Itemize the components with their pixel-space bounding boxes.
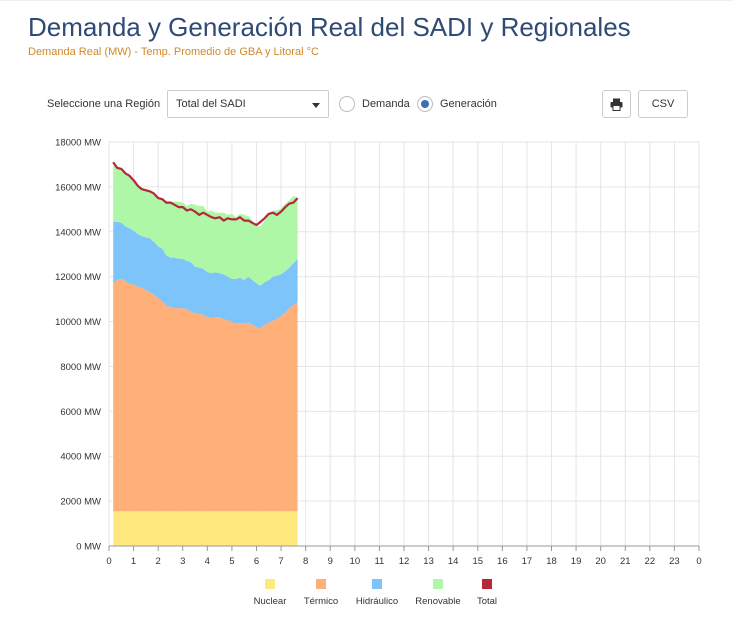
generation-chart: 0 MW 2000 MW 4000 MW 6000 MW 8000 MW 10000 MW… xyxy=(55,138,702,608)
y-tick-label: 18000 MW xyxy=(55,138,101,149)
x-tick-label: 12 xyxy=(399,556,410,567)
printer-icon xyxy=(610,98,623,111)
y-tick-label: 0 MW xyxy=(76,542,101,553)
y-tick-label: 8000 MW xyxy=(60,362,101,373)
x-tick-label: 5 xyxy=(229,556,234,567)
legend-swatch xyxy=(265,579,275,589)
legend-swatch xyxy=(433,579,443,589)
x-tick-label: 15 xyxy=(472,556,483,567)
chevron-down-icon xyxy=(312,103,320,108)
legend-swatch xyxy=(482,579,492,589)
area-hidrulico xyxy=(113,221,298,329)
y-tick-label: 14000 MW xyxy=(55,227,101,238)
x-tick-label: 6 xyxy=(254,556,259,567)
x-tick-label: 14 xyxy=(448,556,459,567)
x-tick-label: 20 xyxy=(595,556,606,567)
x-tick-label: 23 xyxy=(669,556,680,567)
x-tick-label: 4 xyxy=(205,556,210,567)
x-tick-label: 11 xyxy=(374,556,384,567)
x-tick-label: 0 xyxy=(696,556,701,567)
legend-swatch xyxy=(316,579,326,589)
area-renovable xyxy=(113,165,298,286)
x-tick-label: 8 xyxy=(303,556,308,567)
y-tick-label: 12000 MW xyxy=(55,272,101,283)
y-tick-label: 4000 MW xyxy=(60,452,101,463)
radio-generacion-label[interactable]: Generación xyxy=(440,98,497,110)
x-tick-label: 19 xyxy=(571,556,582,567)
page-title: Demanda y Generación Real del SADI y Reg… xyxy=(28,12,631,42)
x-tick-label: 21 xyxy=(620,556,631,567)
x-tick-label: 22 xyxy=(645,556,656,567)
x-tick-label: 9 xyxy=(328,556,333,567)
legend-label: Total xyxy=(477,596,497,607)
x-tick-label: 2 xyxy=(156,556,161,567)
top-divider xyxy=(0,0,733,1)
region-select-label: Seleccione una Región xyxy=(47,98,161,110)
y-tick-label: 6000 MW xyxy=(60,407,101,418)
radio-demanda[interactable] xyxy=(339,96,355,112)
x-tick-label: 1 xyxy=(131,556,136,567)
legend-label: Térmico xyxy=(304,596,338,607)
legend-label: Nuclear xyxy=(254,596,287,607)
csv-button[interactable]: CSV xyxy=(638,90,688,118)
x-tick-label: 18 xyxy=(546,556,557,567)
x-tick-label: 16 xyxy=(497,556,508,567)
x-tick-label: 0 xyxy=(106,556,111,567)
x-tick-label: 10 xyxy=(350,556,361,567)
legend-label: Hidráulico xyxy=(356,596,398,607)
x-tick-label: 13 xyxy=(423,556,434,567)
y-tick-label: 2000 MW xyxy=(60,497,101,508)
radio-generacion[interactable] xyxy=(417,96,433,112)
legend-swatch xyxy=(372,579,382,589)
legend-label: Renovable xyxy=(415,596,460,607)
print-button[interactable] xyxy=(602,90,631,118)
x-tick-label: 3 xyxy=(180,556,185,567)
radio-demanda-label[interactable]: Demanda xyxy=(362,98,410,110)
y-tick-label: 10000 MW xyxy=(55,317,101,328)
x-tick-label: 17 xyxy=(522,556,533,567)
region-select[interactable]: Total del SADI xyxy=(167,90,329,118)
series-line-total xyxy=(112,161,299,227)
y-tick-label: 16000 MW xyxy=(55,182,101,193)
page-subtitle: Demanda Real (MW) - Temp. Promedio de GB… xyxy=(28,46,319,58)
region-select-value: Total del SADI xyxy=(176,98,246,110)
x-tick-label: 7 xyxy=(278,556,283,567)
area-trmico xyxy=(113,278,298,512)
area-nuclear xyxy=(113,511,298,546)
